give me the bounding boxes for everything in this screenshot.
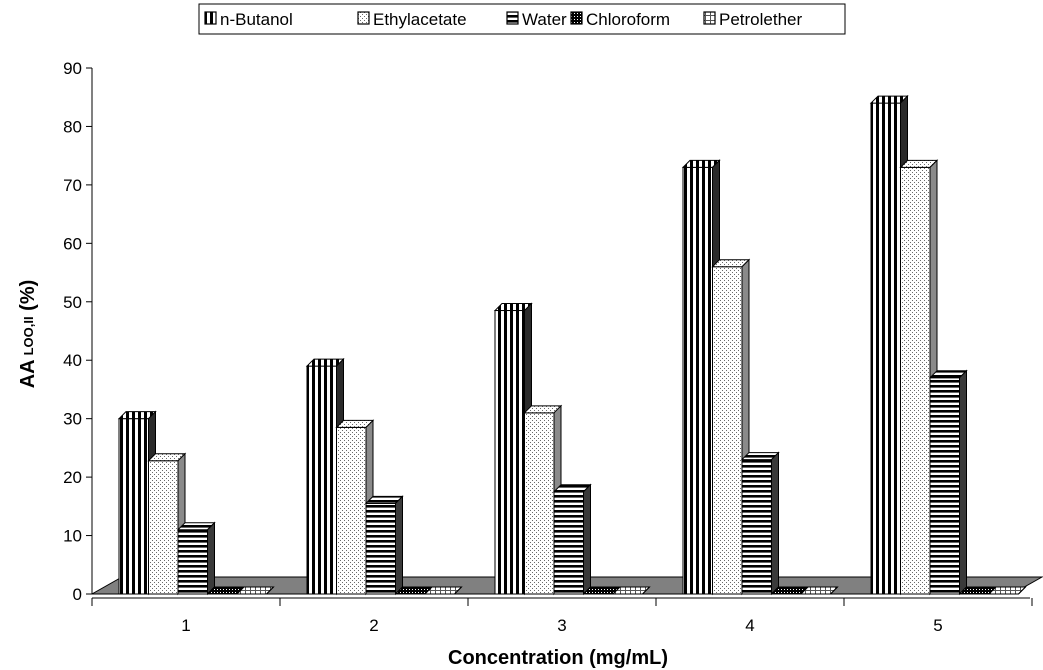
bar-front [336, 426, 367, 595]
bar-front [682, 166, 713, 595]
legend-item: Ethylacetate [357, 10, 467, 29]
y-axis-title-main: AA [17, 359, 39, 388]
bar [899, 159, 939, 596]
y-tick-label: 30 [63, 410, 82, 429]
bar-front [177, 529, 208, 595]
bar [364, 495, 404, 596]
bar-side [642, 586, 650, 595]
bar-front [148, 460, 179, 595]
y-axis-title-sub: LOO,II [21, 316, 36, 355]
legend-swatch [357, 11, 370, 25]
bar-side [771, 451, 779, 596]
legend-label: Petrolether [719, 10, 802, 29]
y-tick-label: 0 [73, 585, 82, 604]
bar-front [870, 102, 901, 595]
bar-side [583, 483, 591, 596]
x-tick-label: 5 [933, 616, 942, 635]
y-tick-label: 70 [63, 176, 82, 195]
bar [987, 586, 1027, 595]
y-tick-label: 10 [63, 527, 82, 546]
bar-side [266, 586, 274, 595]
y-axis-title-suffix: (%) [17, 280, 39, 317]
bar [423, 586, 463, 595]
legend-label: Water [522, 10, 567, 29]
legend-swatch [506, 11, 519, 25]
bar [928, 369, 968, 596]
bars-group [117, 94, 1027, 596]
x-tick-label: 1 [181, 616, 190, 635]
legend-item: Water [506, 10, 567, 29]
bar-side [1018, 586, 1026, 595]
bar-side [959, 369, 967, 596]
bar [235, 586, 275, 595]
legend-item: Chloroform [570, 10, 670, 29]
bar-front [494, 310, 525, 595]
bar-front [365, 502, 396, 595]
bar-front [712, 266, 743, 595]
x-tick-label: 4 [745, 616, 754, 635]
legend-label: n-Butanol [220, 10, 293, 29]
legend-swatch [703, 11, 716, 25]
bar-side [454, 586, 462, 595]
bar [799, 586, 839, 595]
y-tick-label: 90 [63, 59, 82, 78]
bar-front [741, 459, 772, 595]
bar [740, 451, 780, 596]
y-tick-label: 60 [63, 234, 82, 253]
y-tick-label: 20 [63, 468, 82, 487]
y-tick-label: 80 [63, 117, 82, 136]
legend-item: n-Butanol [204, 10, 293, 29]
bar-side [207, 521, 215, 596]
bar [552, 483, 592, 596]
bar [611, 586, 651, 595]
bar-side [395, 495, 403, 596]
y-axis: 0 10 20 30 40 50 60 70 80 90 [63, 59, 93, 604]
bar-side [830, 586, 838, 595]
legend-item: Petrolether [703, 10, 802, 29]
bar-front [900, 166, 931, 595]
legend: n-Butanol Ethylacetate Water Chloroform Petr… [198, 3, 846, 35]
x-tick-label: 2 [369, 616, 378, 635]
bar-front [306, 365, 337, 595]
legend-box [198, 3, 846, 35]
bar [176, 521, 216, 596]
x-axis: 1 2 3 4 5 [91, 597, 1033, 635]
bar-front [118, 418, 149, 595]
legend-swatch [570, 11, 583, 25]
bar-front [929, 377, 960, 595]
x-axis-title: Concentration (mg/mL) [448, 647, 668, 669]
bar-front [553, 491, 584, 595]
legend-swatch [204, 11, 217, 25]
legend-label: Ethylacetate [373, 10, 467, 29]
y-tick-label: 50 [63, 293, 82, 312]
bar-front [524, 412, 555, 595]
y-axis-title: AA LOO,II (%) [17, 280, 39, 389]
legend-label: Chloroform [586, 10, 670, 29]
x-tick-label: 3 [557, 616, 566, 635]
y-tick-label: 40 [63, 351, 82, 370]
